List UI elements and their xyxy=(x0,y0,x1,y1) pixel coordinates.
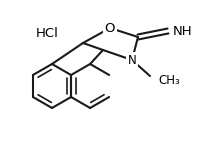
Text: O: O xyxy=(104,21,115,34)
Text: CH₃: CH₃ xyxy=(157,74,179,86)
Text: HCl: HCl xyxy=(35,26,58,40)
Text: N: N xyxy=(127,53,136,66)
Text: NH: NH xyxy=(172,25,192,37)
